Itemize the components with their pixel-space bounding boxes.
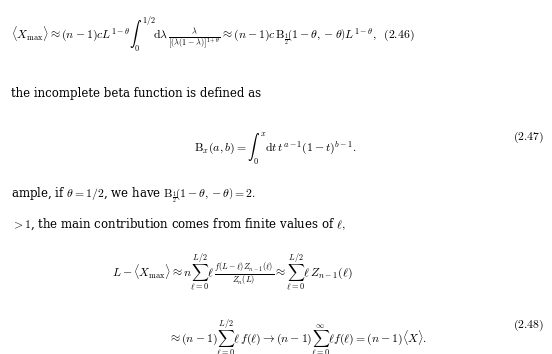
Text: the incomplete beta function is defined as: the incomplete beta function is defined …: [11, 87, 261, 100]
Text: $(2.48)$: $(2.48)$: [513, 318, 544, 333]
Text: ample, if $\theta = 1/2$, we have $\mathrm{B}_{\frac{1}{2}}\!\left(1-\theta,-\th: ample, if $\theta = 1/2$, we have $\math…: [11, 186, 256, 205]
Text: $> 1$, the main contribution comes from finite values of $\ell,$: $> 1$, the main contribution comes from …: [11, 217, 346, 232]
Text: $\langle X_{\max}\rangle \approx (n-1)cL^{1-\theta}\int_0^{1/2}\!\mathrm{d}\lamb: $\langle X_{\max}\rangle \approx (n-1)cL…: [11, 14, 415, 54]
Text: $(2.47)$: $(2.47)$: [513, 130, 544, 145]
Text: $\approx (n-1)\sum_{\ell=0}^{L/2} \ell\,f(\ell) \to (n-1)\sum_{\ell=0}^{\infty} : $\approx (n-1)\sum_{\ell=0}^{L/2} \ell\,…: [168, 318, 427, 354]
Text: $L - \langle X_{\max}\rangle \approx n\sum_{\ell=0}^{L/2} \ell\,\frac{f(L-\ell)Z: $L - \langle X_{\max}\rangle \approx n\s…: [113, 252, 353, 293]
Text: $\mathrm{B}_x(a,b) = \int_0^x \mathrm{d}t\,t^{a-1}(1-t)^{b-1}.$: $\mathrm{B}_x(a,b) = \int_0^x \mathrm{d}…: [194, 130, 358, 167]
